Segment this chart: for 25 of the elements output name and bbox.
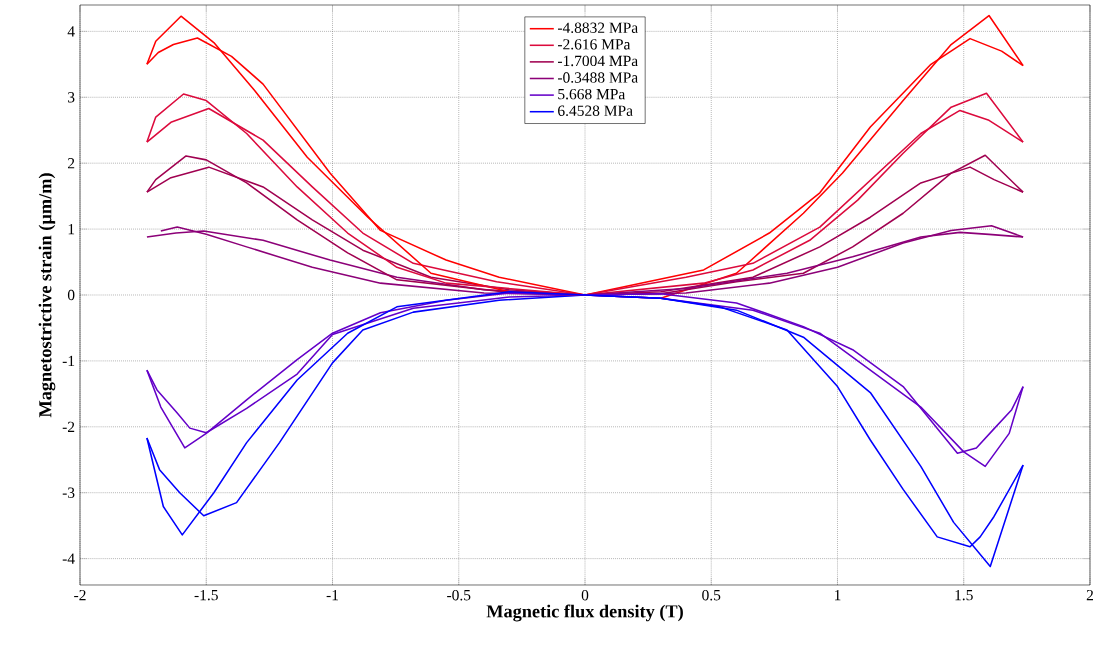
y-tick-label: -1 — [62, 355, 75, 367]
y-tick-label: -4 — [62, 553, 75, 564]
y-tick-label: 4 — [67, 26, 75, 37]
y-tick-label: 2 — [67, 158, 75, 169]
x-tick-label: -1.5 — [194, 589, 218, 601]
y-tick-label: 3 — [68, 92, 75, 103]
legend-label: -2.616 MPa — [557, 39, 631, 50]
legend-label: 5.668 MPa — [558, 88, 626, 100]
x-tick-label: 1 — [835, 589, 841, 601]
x-tick-label: 0 — [581, 589, 589, 601]
x-tick-label: -0.5 — [447, 589, 471, 601]
y-tick-label: -2 — [62, 421, 75, 432]
x-tick-label: 0.5 — [702, 589, 721, 601]
y-axis-title: Magnetostrictive strain (µm/m) — [38, 173, 56, 418]
legend-label: -1.7004 MPa — [557, 55, 638, 67]
y-tick-label: 1 — [68, 223, 75, 235]
x-axis-title: Magnetic flux density (T) — [486, 604, 683, 622]
y-tick-label: -3 — [62, 487, 75, 498]
x-tick-label: -1 — [326, 589, 338, 601]
legend-label: 6.4528 MPa — [558, 105, 633, 117]
x-tick-label: 1.5 — [955, 589, 973, 601]
legend-label: -0.3488 MPa — [557, 72, 638, 83]
x-tick-label: 2 — [1086, 589, 1094, 601]
legend-label: -4.8832 MPa — [557, 22, 638, 34]
y-tick-label: 0 — [67, 289, 75, 301]
